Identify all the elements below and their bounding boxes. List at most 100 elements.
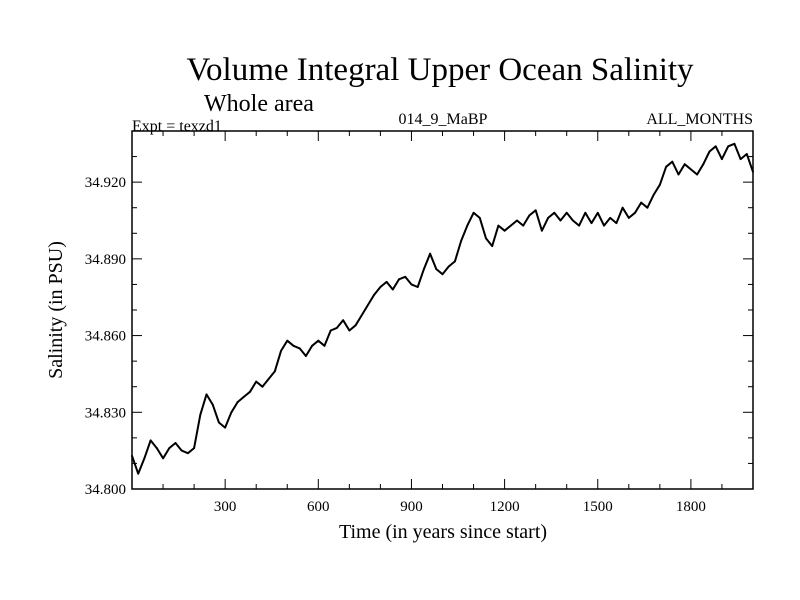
data-point: [509, 224, 512, 227]
data-point: [578, 224, 581, 227]
data-point: [342, 319, 345, 322]
data-point: [255, 380, 258, 383]
data-point: [422, 268, 425, 270]
data-point: [304, 355, 307, 357]
data-point: [522, 224, 525, 227]
data-point: [404, 275, 407, 278]
data-point: [162, 457, 164, 460]
data-point: [534, 209, 537, 212]
data-point: [478, 217, 481, 219]
data-point: [677, 173, 680, 176]
data-point: [584, 211, 587, 214]
y-tick-label: 34.890: [85, 252, 126, 268]
data-point: [671, 160, 674, 163]
data-point: [155, 447, 158, 449]
months-label: ALL_MONTHS: [646, 111, 753, 128]
data-point: [367, 303, 369, 306]
data-point: [652, 194, 655, 196]
data-point: [348, 329, 351, 332]
data-point: [261, 385, 264, 388]
data-point: [193, 447, 196, 449]
data-point: [354, 324, 357, 327]
data-point: [646, 206, 649, 209]
data-point: [603, 224, 605, 227]
data-point: [211, 403, 214, 406]
data-point: [665, 165, 667, 168]
data-point: [745, 153, 748, 155]
ticks-layer: [132, 130, 753, 489]
data-point: [503, 229, 506, 232]
data-point: [696, 173, 699, 176]
y-axis-label: Salinity (in PSU): [45, 241, 67, 379]
data-point: [739, 158, 742, 161]
data-point: [416, 286, 419, 288]
data-point: [460, 240, 463, 242]
data-point: [472, 211, 475, 214]
data-point: [391, 288, 394, 291]
data-point: [721, 158, 723, 161]
series-line-0: [131, 142, 754, 475]
data-point: [690, 168, 692, 171]
x-tick-label: 1500: [583, 499, 613, 515]
data-point: [205, 393, 208, 396]
data-point: [559, 219, 562, 222]
data-point: [311, 344, 313, 347]
data-point: [149, 439, 152, 442]
data-point: [398, 278, 400, 281]
data-point: [286, 339, 289, 342]
data-point: [174, 442, 177, 444]
data-point: [447, 265, 450, 268]
run-label: 014_9_MaBP: [399, 111, 488, 128]
data-point: [168, 447, 171, 449]
chart-subtitle: Whole area: [204, 91, 314, 117]
data-point: [373, 293, 376, 296]
data-point: [298, 347, 301, 350]
data-point: [273, 370, 276, 373]
data-point: [714, 145, 717, 148]
chart-title: Volume Integral Upper Ocean Salinity: [186, 52, 694, 88]
y-tick-label: 34.920: [85, 175, 126, 191]
x-tick-label: 600: [307, 499, 330, 515]
data-point: [329, 329, 332, 332]
data-point: [137, 472, 140, 475]
data-point: [199, 413, 202, 416]
x-axis-label: Time (in years since start): [339, 521, 547, 543]
x-tick-label: 1200: [490, 499, 520, 515]
data-point: [466, 224, 469, 227]
data-point: [292, 344, 295, 347]
data-point: [186, 452, 189, 455]
x-tick-label: 900: [400, 499, 423, 515]
data-point: [640, 201, 643, 204]
tick-labels-layer: 300 600 900 1200 1500 1800 34.800 34.830 34.860 3…: [85, 175, 706, 515]
data-point: [435, 268, 438, 270]
data-point: [360, 314, 363, 317]
data-point: [627, 217, 630, 219]
data-point: [485, 237, 487, 240]
data-point: [236, 401, 239, 403]
x-tick-label: 300: [214, 499, 237, 515]
data-point: [621, 206, 624, 209]
data-point: [280, 350, 282, 352]
data-point: [143, 457, 146, 460]
y-tick-label: 34.800: [85, 482, 126, 498]
data-point: [516, 219, 518, 222]
data-point: [540, 229, 543, 232]
plot-frame: [131, 130, 754, 490]
data-point: [267, 378, 270, 380]
data-point: [429, 252, 431, 255]
data-point: [224, 426, 227, 429]
data-point: [615, 222, 618, 224]
data-point: [609, 217, 612, 219]
data-point: [317, 339, 320, 342]
series-layer: [131, 142, 754, 475]
data-point: [410, 283, 413, 286]
data-point: [708, 150, 711, 153]
data-point: [727, 145, 730, 148]
y-tick-label: 34.860: [85, 329, 126, 345]
data-point: [242, 396, 245, 398]
data-point: [702, 163, 705, 166]
data-point: [454, 260, 456, 263]
data-point: [379, 286, 382, 288]
data-point: [528, 214, 531, 217]
